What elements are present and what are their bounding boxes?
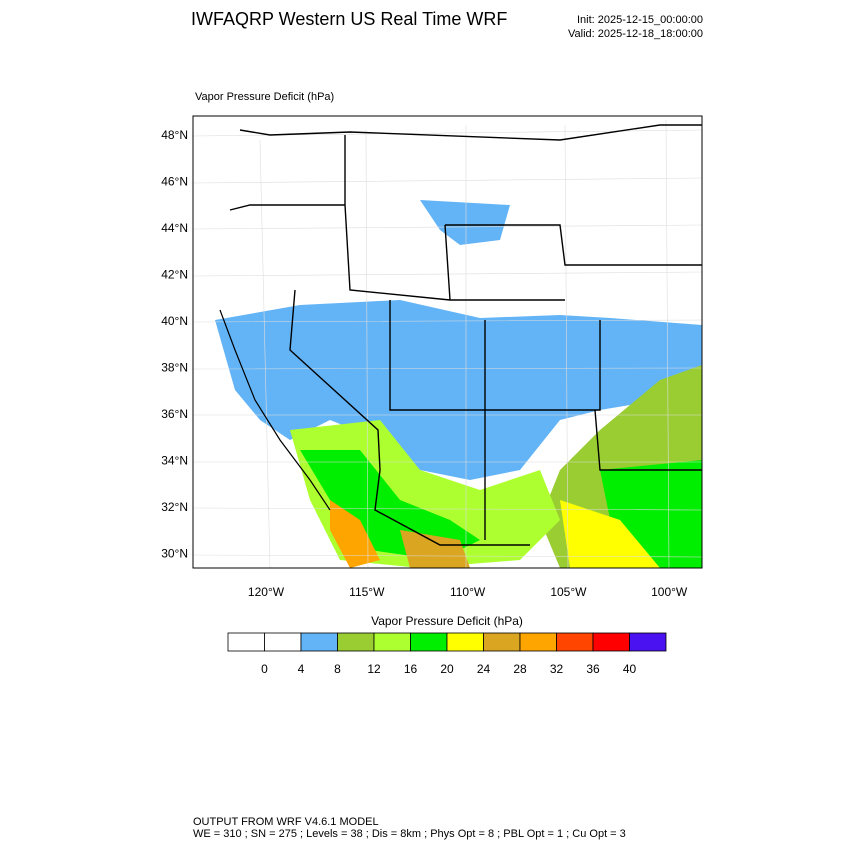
footer-line: WE = 310 ; SN = 275 ; Levels = 38 ; Dis … — [193, 828, 626, 840]
lon-labels: 120°W 115°W 110°W 105°W 100°W — [248, 585, 688, 599]
colorbar-level: 4 — [298, 662, 305, 676]
colorbar-level: 28 — [513, 662, 527, 676]
colorbar-box — [300, 632, 338, 652]
colorbar-box — [556, 632, 594, 652]
lon-label: 115°W — [349, 585, 385, 599]
lat-label: 34°N — [161, 454, 188, 468]
lat-label: 40°N — [161, 314, 188, 328]
lat-label: 32°N — [161, 500, 188, 514]
colorbar-level: 36 — [586, 662, 600, 676]
colorbar-level: 40 — [623, 662, 637, 676]
lon-label: 120°W — [248, 585, 285, 599]
colorbar-box — [410, 632, 448, 652]
lon-label: 110°W — [450, 585, 486, 599]
field-label: Vapor Pressure Deficit (hPa) — [195, 91, 334, 103]
map-frame — [192, 115, 703, 569]
colorbar-box — [373, 632, 411, 652]
lat-label: 30°N — [161, 547, 188, 561]
map — [193, 116, 702, 568]
lat-label: 38°N — [161, 361, 188, 375]
colorbar-level: 32 — [550, 662, 564, 676]
lat-label: 48°N — [161, 128, 188, 142]
colorbar: 0 4 8 12 16 20 24 28 32 36 40 — [227, 632, 667, 676]
lat-label: 42°N — [161, 268, 188, 282]
lon-label: 100°W — [651, 585, 688, 599]
colorbar-box — [227, 632, 265, 652]
lat-label: 36°N — [161, 407, 188, 421]
title: IWFAQRP Western US Real Time WRF — [191, 9, 507, 29]
colorbar-level: 0 — [261, 662, 268, 676]
colorbar-box — [483, 632, 521, 652]
colorbar-box — [629, 632, 667, 652]
colorbar-level: 8 — [334, 662, 341, 676]
colorbar-box — [337, 632, 375, 652]
colorbar-title: Vapor Pressure Deficit (hPa) — [371, 614, 523, 628]
lat-label: 44°N — [161, 221, 188, 235]
colorbar-level: 12 — [367, 662, 381, 676]
lat-labels: 48°N 46°N 44°N 42°N 40°N 38°N 36°N 34°N 32°N 30°N — [161, 128, 188, 561]
lon-label: 105°W — [550, 585, 587, 599]
footer-line: OUTPUT FROM WRF V4.6.1 MODEL — [193, 816, 379, 828]
colorbar-box — [519, 632, 557, 652]
lat-label: 46°N — [161, 175, 188, 189]
colorbar-box — [264, 632, 302, 652]
colorbar-level: 20 — [440, 662, 454, 676]
colorbar-level: 16 — [404, 662, 418, 676]
colorbar-box — [446, 632, 484, 652]
colorbar-box — [592, 632, 630, 652]
init-time: Init: 2025-12-15_00:00:00 — [577, 14, 703, 26]
colorbar-level: 24 — [477, 662, 491, 676]
valid-time: Valid: 2025-12-18_18:00:00 — [568, 28, 703, 40]
